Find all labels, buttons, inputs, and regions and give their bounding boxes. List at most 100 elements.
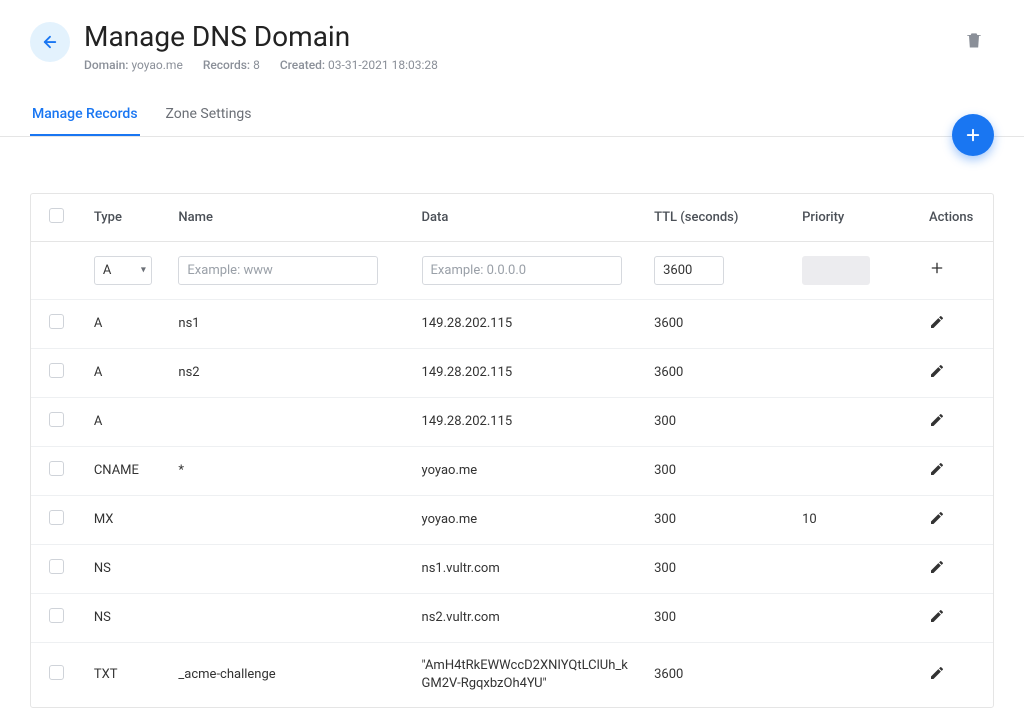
edit-row-button[interactable] — [929, 559, 945, 575]
cell-data: 149.28.202.115 — [412, 397, 645, 446]
back-button[interactable] — [30, 22, 70, 62]
meta-records-label: Records: — [203, 58, 250, 72]
pencil-icon — [929, 608, 945, 624]
tabs: Manage Records Zone Settings — [0, 96, 1024, 137]
new-ttl-input[interactable] — [654, 256, 724, 285]
edit-row-button[interactable] — [929, 461, 945, 477]
cell-ttl: 300 — [644, 593, 792, 642]
arrow-left-icon — [41, 33, 59, 51]
plus-icon — [964, 126, 982, 144]
cell-ttl: 300 — [644, 397, 792, 446]
pencil-icon — [929, 559, 945, 575]
cell-type: A — [84, 397, 169, 446]
cell-data: yoyao.me — [412, 495, 645, 544]
table-row: Ans2149.28.202.1153600 — [31, 348, 993, 397]
row-checkbox[interactable] — [49, 559, 64, 574]
cell-ttl: 300 — [644, 446, 792, 495]
edit-row-button[interactable] — [929, 412, 945, 428]
cell-type: CNAME — [84, 446, 169, 495]
pencil-icon — [929, 363, 945, 379]
cell-ttl: 3600 — [644, 642, 792, 707]
cell-name — [168, 397, 411, 446]
cell-name: ns2 — [168, 348, 411, 397]
col-ttl: TTL (seconds) — [644, 194, 792, 242]
edit-row-button[interactable] — [929, 314, 945, 330]
cell-ttl: 3600 — [644, 348, 792, 397]
cell-priority — [792, 642, 919, 707]
cell-type: TXT — [84, 642, 169, 707]
meta-domain-label: Domain: — [84, 58, 128, 72]
cell-priority — [792, 446, 919, 495]
delete-domain-button[interactable] — [964, 30, 984, 50]
edit-row-button[interactable] — [929, 665, 945, 681]
cell-type: A — [84, 299, 169, 348]
select-all-checkbox[interactable] — [49, 208, 64, 223]
cell-ttl: 300 — [644, 544, 792, 593]
cell-name: _acme-challenge — [168, 642, 411, 707]
cell-name — [168, 495, 411, 544]
table-row: Ans1149.28.202.1153600 — [31, 299, 993, 348]
meta-domain-value: yoyao.me — [131, 58, 182, 72]
cell-type: A — [84, 348, 169, 397]
row-checkbox[interactable] — [49, 461, 64, 476]
row-checkbox[interactable] — [49, 412, 64, 427]
pencil-icon — [929, 665, 945, 681]
meta-records: Records: 8 — [203, 58, 260, 72]
new-data-input[interactable] — [422, 256, 622, 285]
meta-created: Created: 03-31-2021 18:03:28 — [280, 58, 438, 72]
col-name: Name — [168, 194, 411, 242]
new-name-input[interactable] — [178, 256, 378, 285]
cell-data: ns1.vultr.com — [412, 544, 645, 593]
col-type: Type — [84, 194, 169, 242]
cell-name: * — [168, 446, 411, 495]
row-checkbox[interactable] — [49, 510, 64, 525]
meta-line: Domain: yoyao.me Records: 8 Created: 03-… — [84, 58, 964, 72]
records-table: Type Name Data TTL (seconds) Priority Ac… — [30, 193, 994, 708]
cell-data: 149.28.202.115 — [412, 299, 645, 348]
pencil-icon — [929, 412, 945, 428]
trash-icon — [964, 30, 984, 50]
new-record-row: A ▾ — [31, 241, 993, 299]
col-priority: Priority — [792, 194, 919, 242]
cell-name: ns1 — [168, 299, 411, 348]
pencil-icon — [929, 314, 945, 330]
row-checkbox[interactable] — [49, 363, 64, 378]
cell-data: ns2.vultr.com — [412, 593, 645, 642]
meta-records-value: 8 — [253, 58, 260, 72]
edit-row-button[interactable] — [929, 510, 945, 526]
table-row: MX yoyao.me30010 — [31, 495, 993, 544]
meta-created-value: 03-31-2021 18:03:28 — [328, 58, 438, 72]
cell-priority — [792, 397, 919, 446]
new-type-select[interactable]: A — [94, 256, 152, 285]
table-row: CNAME*yoyao.me300 — [31, 446, 993, 495]
add-row-button[interactable] — [929, 260, 945, 276]
table-row: TXT_acme-challenge"AmH4tRkEWWccD2XNIYQtL… — [31, 642, 993, 707]
cell-priority: 10 — [792, 495, 919, 544]
table-header-row: Type Name Data TTL (seconds) Priority Ac… — [31, 194, 993, 242]
tab-manage-records[interactable]: Manage Records — [30, 96, 140, 136]
cell-data: yoyao.me — [412, 446, 645, 495]
cell-type: MX — [84, 495, 169, 544]
edit-row-button[interactable] — [929, 363, 945, 379]
new-priority-input — [802, 256, 870, 285]
tab-zone-settings[interactable]: Zone Settings — [164, 96, 254, 136]
row-checkbox[interactable] — [49, 665, 64, 680]
col-data: Data — [412, 194, 645, 242]
cell-type: NS — [84, 593, 169, 642]
cell-priority — [792, 593, 919, 642]
row-checkbox[interactable] — [49, 314, 64, 329]
cell-ttl: 3600 — [644, 299, 792, 348]
edit-row-button[interactable] — [929, 608, 945, 624]
row-checkbox[interactable] — [49, 608, 64, 623]
cell-ttl: 300 — [644, 495, 792, 544]
page-title: Manage DNS Domain — [84, 20, 964, 54]
cell-priority — [792, 299, 919, 348]
meta-created-label: Created: — [280, 58, 325, 72]
cell-priority — [792, 544, 919, 593]
cell-data: "AmH4tRkEWWccD2XNIYQtLClUh_kGM2V-RgqxbzO… — [412, 642, 645, 707]
meta-domain: Domain: yoyao.me — [84, 58, 183, 72]
add-record-fab[interactable] — [952, 114, 994, 156]
page-header: Manage DNS Domain Domain: yoyao.me Recor… — [0, 0, 1024, 72]
cell-name — [168, 593, 411, 642]
cell-name — [168, 544, 411, 593]
